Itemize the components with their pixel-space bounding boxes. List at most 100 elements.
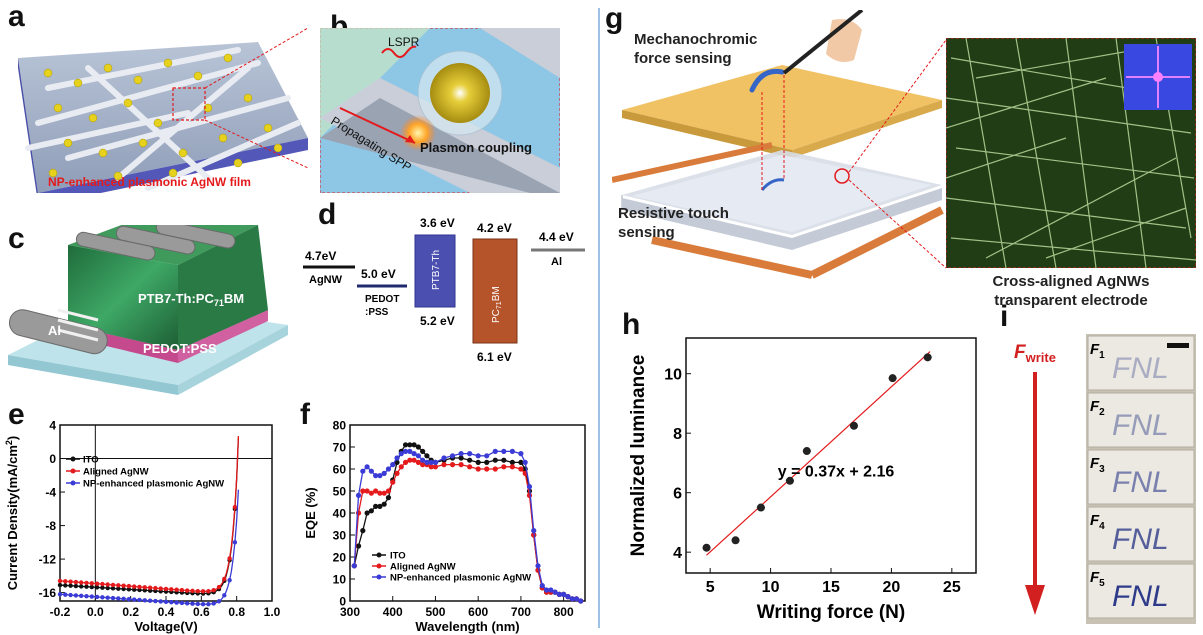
series-point-1 [411,457,417,463]
label-d: d [318,198,337,231]
series-point-2 [84,593,89,599]
y-tick-label: 70 [333,440,347,454]
series-point-1 [73,579,79,585]
data-point [702,543,711,552]
series-point-1 [200,589,206,594]
series-point-1 [373,488,379,494]
series-point-2 [137,597,142,603]
legend-marker-1 [70,468,76,474]
series-point-2 [411,451,417,457]
x-tick-label: 600 [468,605,488,619]
svg-text:3.6 eV: 3.6 eV [420,216,455,230]
photo-frame-3 [1087,449,1195,505]
series-point-2 [458,451,464,457]
label-c: c [8,222,25,255]
agnw-micrograph [946,38,1196,268]
series-point-2 [351,563,357,569]
series-point-1 [206,588,211,594]
svg-text:PEDOT: PEDOT [365,294,399,305]
series-point-2 [407,448,413,454]
series-point-2 [142,598,147,603]
panel-c-device-stack: PTB7-Th:PC71BM PEDOT:PSS Al [8,225,288,395]
series-point-1 [407,457,413,463]
series-point-0 [377,503,383,509]
series-point-2 [368,468,374,474]
series-point-2 [398,451,404,457]
series-point-2 [116,596,121,601]
series-point-0 [381,501,387,507]
y-tick-label: 30 [333,528,347,542]
series-point-2 [556,591,562,597]
x-tick-label: 500 [425,605,445,619]
series-point-2 [100,595,105,600]
series-point-2 [390,462,396,468]
series-point-1 [475,466,481,472]
series-point-1 [147,585,153,590]
y-tick-label: 10 [333,572,347,586]
series-point-1 [364,488,370,494]
series-point-0 [121,586,126,592]
series-point-1 [79,580,84,585]
series-point-0 [355,543,362,549]
x-axis-label: Voltage(V) [134,619,197,634]
fit-equation: y = 0.37x + 2.16 [778,463,895,480]
series-point-2 [211,601,216,606]
series-point-0 [63,583,68,588]
series-point-2 [415,453,421,459]
series-point-0 [57,582,63,588]
series-point-1 [179,587,185,593]
series-point-1 [63,579,68,584]
series-point-2 [200,601,206,607]
series-point-2 [126,596,132,602]
legend-label-1: Aligned AgNW [390,562,456,573]
active-layer-label: PTB7-Th:PC71BM [138,291,244,308]
x-tick-label: 700 [511,605,531,619]
y-tick-label: 6 [673,485,682,502]
panel-d-energy-diagram: 4.7eV AgNW 5.0 eV PEDOT :PSS 3.6 eV 5.2 … [303,216,585,364]
x-tick-label: 300 [340,605,360,619]
series-point-1 [509,464,515,470]
series-point-0 [84,584,89,589]
series-point-1 [518,466,524,472]
series-point-2 [158,599,163,604]
series-point-0 [94,585,100,590]
series-point-2 [578,598,584,604]
series-point-2 [132,597,137,602]
series-point-2 [57,592,63,597]
series-point-2 [147,598,153,603]
series-point-1 [94,581,100,586]
label-a: a [8,0,25,33]
series-point-1 [100,581,105,587]
written-text-1: FNL [1112,352,1169,385]
series-point-1 [190,588,195,594]
series-point-1 [390,479,396,485]
svg-text:4.7eV: 4.7eV [305,249,336,263]
series-point-2 [402,448,409,454]
x-tick-label: 5 [706,579,715,596]
series-point-1 [137,584,142,590]
series-point-2 [179,600,185,606]
svg-text:sensing: sensing [618,224,675,241]
y-tick-label: 60 [333,462,347,476]
y-tick-label: 20 [333,550,347,564]
series-point-0 [116,586,121,591]
label-e: e [8,398,25,431]
series-point-1 [368,490,374,496]
series-point-1 [89,581,95,586]
data-point [888,374,897,383]
x-axis-label: Wavelength (nm) [415,619,519,634]
series-point-1 [467,464,473,470]
svg-text:Al: Al [551,256,562,268]
force-arrow-head [1025,585,1045,615]
series-point-2 [232,540,238,545]
plasmon-coupling-label: Plasmon coupling [420,140,532,155]
y-tick-label: 50 [333,484,347,498]
series-point-2 [185,601,190,606]
y-tick-label: 4 [49,418,56,432]
series-point-1 [360,488,366,494]
legend-label-0: ITO [390,551,406,562]
x-tick-label: 25 [943,579,961,596]
series-point-1 [227,556,232,561]
series-point-2 [68,592,73,598]
series-point-1 [402,459,409,465]
